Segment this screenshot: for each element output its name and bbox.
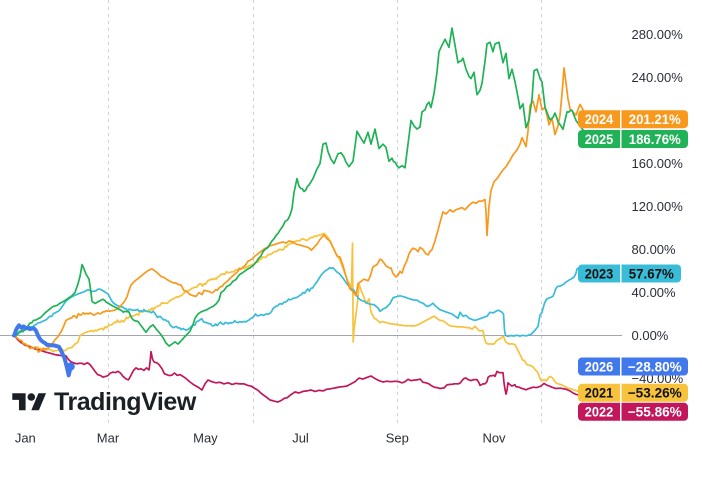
svg-text:−28.80%: −28.80%	[628, 359, 682, 374]
svg-text:201.21%: 201.21%	[629, 112, 681, 127]
svg-text:240.00%: 240.00%	[632, 70, 684, 85]
svg-text:80.00%: 80.00%	[632, 242, 677, 257]
svg-text:57.67%: 57.67%	[629, 266, 674, 281]
svg-text:−55.86%: −55.86%	[628, 405, 682, 420]
svg-text:0.00%: 0.00%	[632, 328, 669, 343]
svg-text:2021: 2021	[585, 386, 614, 401]
svg-text:May: May	[193, 431, 218, 446]
svg-text:2023: 2023	[585, 266, 614, 281]
svg-text:186.76%: 186.76%	[629, 132, 681, 147]
svg-text:2024: 2024	[585, 112, 614, 127]
svg-text:Jan: Jan	[15, 431, 36, 446]
svg-text:−53.26%: −53.26%	[628, 386, 682, 401]
svg-text:TradingView: TradingView	[54, 388, 197, 416]
svg-text:2022: 2022	[585, 405, 614, 420]
svg-text:160.00%: 160.00%	[632, 156, 684, 171]
svg-text:Sep: Sep	[386, 431, 409, 446]
svg-text:2025: 2025	[585, 132, 614, 147]
svg-text:Nov: Nov	[482, 431, 506, 446]
svg-text:Jul: Jul	[292, 431, 309, 446]
svg-text:40.00%: 40.00%	[632, 285, 677, 300]
svg-text:120.00%: 120.00%	[632, 199, 684, 214]
svg-text:2026: 2026	[585, 359, 614, 374]
svg-text:280.00%: 280.00%	[632, 27, 684, 42]
svg-text:Mar: Mar	[97, 431, 120, 446]
